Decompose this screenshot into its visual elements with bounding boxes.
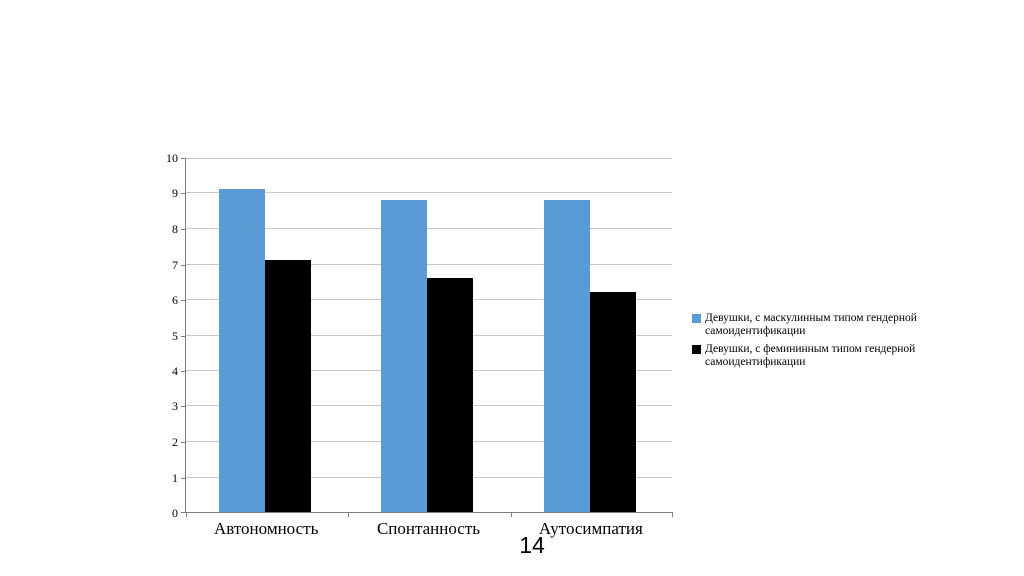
gridline [186, 264, 672, 265]
x-category-label: Спонтанность [376, 519, 481, 538]
y-tick-label: 8 [172, 222, 178, 236]
y-axis-tick [181, 406, 186, 407]
legend-item: Девушки, с маскулинным типом гендерной с… [692, 312, 958, 339]
x-category-label: Аутосимпатия [538, 519, 643, 538]
y-axis-tick [181, 512, 186, 513]
y-axis-tick [181, 371, 186, 372]
y-tick-label: 9 [172, 186, 178, 200]
y-axis-tick [181, 442, 186, 443]
y-tick-label: 5 [172, 329, 178, 343]
x-axis-tick [511, 512, 512, 517]
bar-masculine [219, 189, 265, 512]
bar-group [381, 158, 473, 512]
y-tick-label: 4 [172, 364, 178, 378]
y-tick-label: 0 [172, 506, 178, 520]
y-tick-label: 6 [172, 293, 178, 307]
x-axis-tick [348, 512, 349, 517]
bar-feminine [427, 278, 473, 512]
y-tick-label: 10 [166, 151, 178, 165]
y-axis-tick [181, 158, 186, 159]
x-axis-labels: Автономность Спонтанность Аутосимпатия [185, 519, 672, 539]
gridline [186, 228, 672, 229]
y-tick-label: 1 [172, 471, 178, 485]
y-tick-label: 2 [172, 435, 178, 449]
y-axis-tick [181, 300, 186, 301]
gridline [186, 158, 672, 159]
bar-masculine [544, 200, 590, 512]
bar-feminine [265, 260, 311, 512]
bar-group [544, 158, 636, 512]
bar-masculine [381, 200, 427, 512]
y-axis-tick [181, 193, 186, 194]
page-number: 14 [519, 532, 545, 558]
y-tick-label: 3 [172, 399, 178, 413]
y-tick-label: 7 [172, 258, 178, 272]
legend-marker [692, 344, 701, 354]
y-axis-tick [181, 265, 186, 266]
legend-item: Девушки, с фемининным типом гендерной са… [692, 343, 958, 370]
gridline [186, 192, 672, 193]
y-axis-tick [181, 336, 186, 337]
bar-feminine [590, 292, 636, 512]
legend-marker [692, 314, 701, 323]
x-axis-tick [672, 512, 673, 517]
x-category-label: Автономность [213, 519, 319, 538]
legend-label: Девушки, с фемининным типом гендерной са… [705, 342, 916, 368]
y-axis-tick [181, 229, 186, 230]
bar-group [219, 158, 311, 512]
x-axis-tick [186, 512, 187, 517]
y-axis: 0 1 2 3 4 5 6 7 8 9 10 [140, 152, 178, 519]
legend: Девушки, с маскулинным типом гендерной с… [692, 312, 958, 373]
plot-area [181, 158, 673, 517]
legend-label: Девушки, с маскулинным типом гендерной с… [705, 312, 917, 338]
y-axis-tick [181, 478, 186, 479]
